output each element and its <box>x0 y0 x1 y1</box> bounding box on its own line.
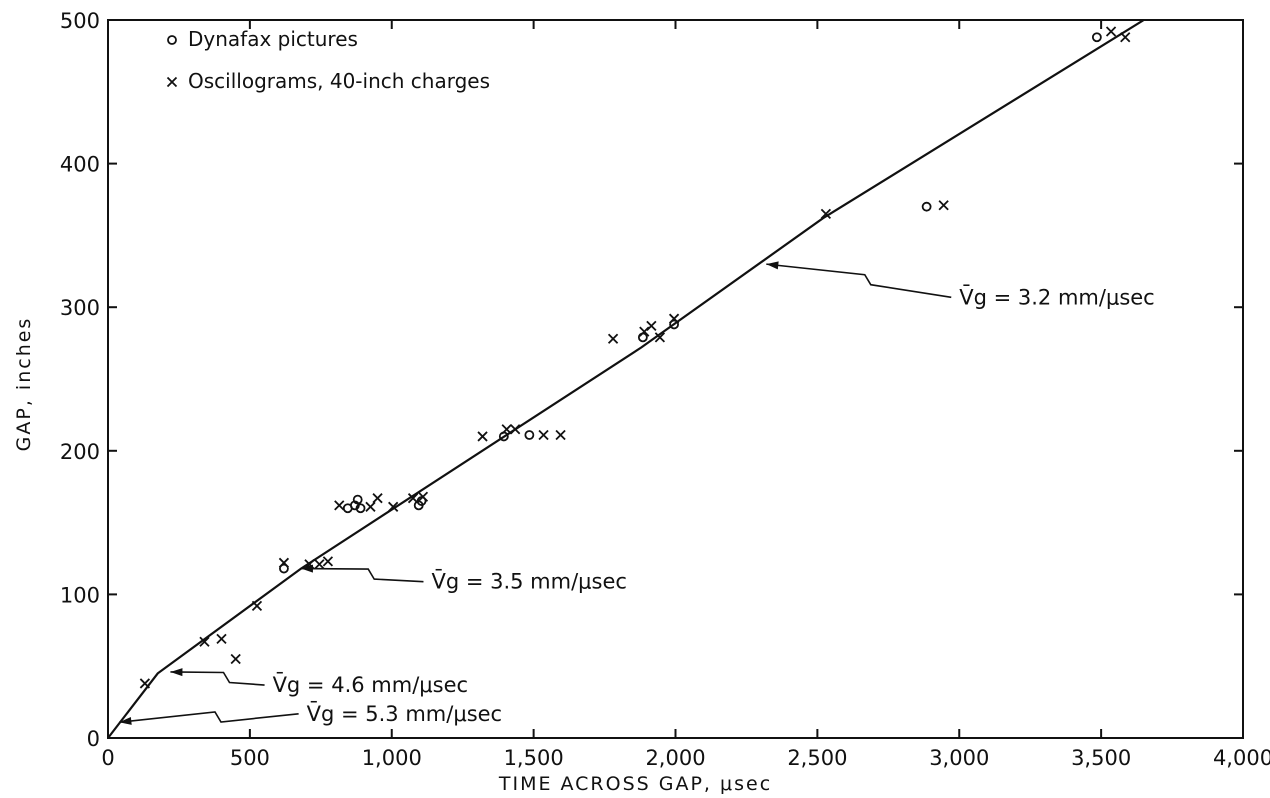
cross-point <box>938 200 949 211</box>
y-tick-label: 100 <box>60 583 100 607</box>
leader-line <box>170 671 265 686</box>
annotation-label: V̄g = 5.3 mm/μsec <box>307 701 502 726</box>
cross-point <box>216 633 227 645</box>
circle-point <box>669 319 679 330</box>
cross-point <box>654 332 666 343</box>
cross-point <box>639 326 650 337</box>
cross-point <box>1120 32 1131 43</box>
cross-point <box>314 559 325 570</box>
annotation: V̄g = 4.6 mm/μsec <box>170 668 468 697</box>
x-tick-label: 1,000 <box>362 746 422 770</box>
circle-point <box>524 430 535 440</box>
axis-tick-labels: 0 500 1,000 1,500 2,000 2,500 3,000 3,500 4,000 0… <box>60 9 1270 770</box>
legend-label: Dynafax pictures <box>188 27 358 51</box>
plot-frame <box>107 19 1244 739</box>
y-tick-label: 300 <box>60 296 100 320</box>
series-oscillograms <box>139 26 1131 689</box>
annotation-label: V̄g = 3.2 mm/μsec <box>959 285 1154 310</box>
cross-point <box>365 501 376 512</box>
y-tick-label: 200 <box>60 440 100 464</box>
legend-label: Oscillograms, 40-inch charges <box>188 69 490 93</box>
cross-point <box>538 429 549 441</box>
x-tick-label: 4,000 <box>1213 746 1270 770</box>
arrowhead <box>300 564 313 573</box>
legend: Dynafax pictures Oscillograms, 40-inch ch… <box>166 27 490 93</box>
cross-point <box>388 501 399 512</box>
leader-line <box>119 711 299 723</box>
arrowhead <box>170 668 183 677</box>
cross-point <box>322 556 334 567</box>
fit-line <box>107 19 1145 739</box>
arrowhead <box>119 716 132 725</box>
circle-point <box>355 503 366 514</box>
cross-point <box>510 424 521 435</box>
cross-point <box>820 208 832 219</box>
x-tick-label: 3,500 <box>1071 746 1131 770</box>
circle-point <box>921 201 932 212</box>
circle-point <box>352 494 363 505</box>
cross-point <box>646 320 657 332</box>
cross-point <box>407 493 419 504</box>
cross-point <box>417 491 429 502</box>
cross-point <box>477 431 488 442</box>
x-axis-title: TIME ACROSS GAP, μsec <box>498 773 772 795</box>
annotation: V̄g = 3.2 mm/μsec <box>766 261 1155 310</box>
data-points <box>139 26 1131 689</box>
annotations: V̄g = 3.2 mm/μsec V̄g = 3.5 mm/μsec V̄g = … <box>119 261 1155 726</box>
x-tick-label: 2,500 <box>787 746 847 770</box>
cross-point <box>555 429 566 441</box>
cross-point <box>230 653 241 665</box>
y-tick-label: 400 <box>60 153 100 177</box>
y-axis-title: GAP, inches <box>13 317 35 452</box>
annotation: V̄g = 5.3 mm/μsec <box>119 701 502 726</box>
legend-cross-marker <box>166 76 178 88</box>
leader-line <box>766 263 952 299</box>
cross-point <box>251 600 263 612</box>
annotation: V̄g = 3.5 mm/μsec <box>300 564 627 594</box>
x-tick-label: 3,000 <box>929 746 989 770</box>
circle-point <box>279 563 289 574</box>
arrowhead <box>766 261 779 270</box>
cross-point <box>501 424 512 435</box>
x-tick-label: 1,500 <box>504 746 564 770</box>
x-tick-label: 2,000 <box>645 746 705 770</box>
cross-point <box>199 636 210 647</box>
cross-point <box>668 313 680 324</box>
cross-point <box>372 493 383 504</box>
cross-point <box>1105 26 1117 37</box>
cross-point <box>139 678 151 689</box>
axis-ticks <box>107 19 1244 739</box>
circle-point <box>1091 32 1102 43</box>
x-tick-label: 0 <box>101 746 114 770</box>
annotation-label: V̄g = 3.5 mm/μsec <box>431 569 626 594</box>
legend-circle-marker <box>167 35 177 45</box>
cross-point <box>607 333 619 344</box>
cross-point <box>278 557 290 568</box>
cross-point <box>334 500 345 511</box>
annotation-label: V̄g = 4.6 mm/μsec <box>273 672 468 697</box>
x-tick-label: 500 <box>230 746 270 770</box>
circle-point <box>637 332 648 343</box>
y-tick-label: 500 <box>60 9 100 33</box>
leader-line <box>300 567 424 583</box>
y-tick-label: 0 <box>87 727 100 751</box>
